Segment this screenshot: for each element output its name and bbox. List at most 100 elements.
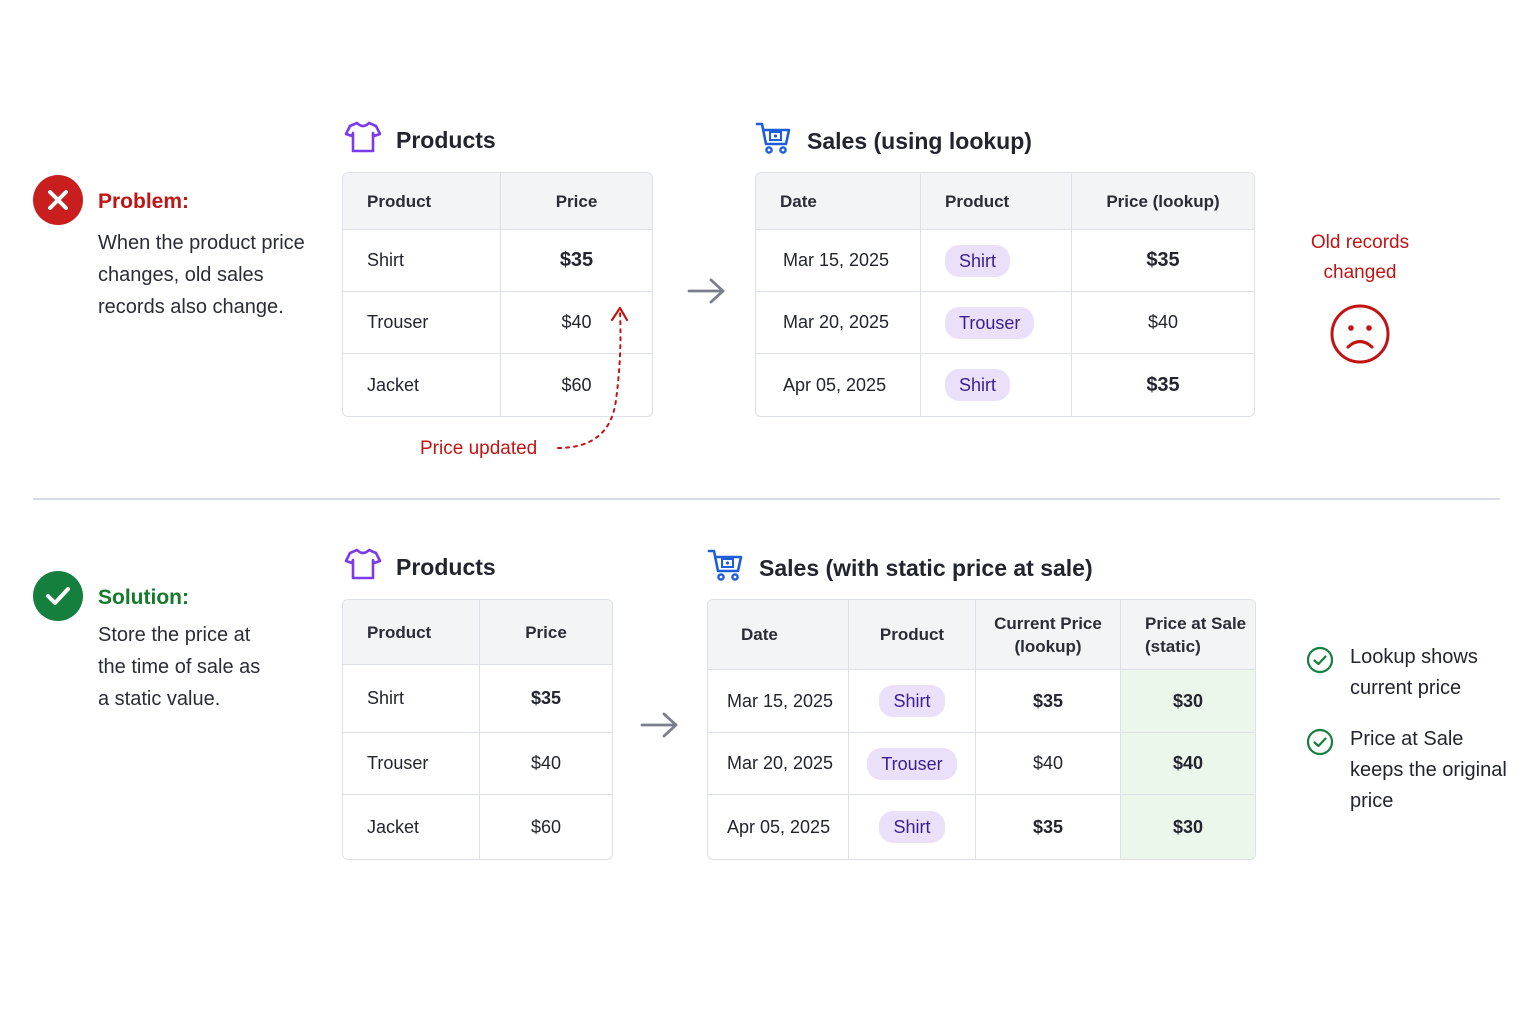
arrow-right-icon bbox=[687, 278, 725, 304]
solution-line: the time of sale as bbox=[98, 656, 261, 678]
price-cell: $60 bbox=[530, 816, 562, 837]
shopping-cart-icon bbox=[707, 547, 745, 589]
note-static: Price at Sale keeps the original price bbox=[1306, 724, 1507, 817]
date-cell: Apr 05, 2025 bbox=[756, 354, 921, 416]
note-line: current price bbox=[1350, 677, 1462, 699]
sales-title: Sales (with static price at sale) bbox=[759, 554, 1093, 581]
current-price-header: Current Price (lookup) bbox=[976, 600, 1121, 670]
products-table-top: Product Price Shirt $35 Trouser $40 Jack… bbox=[342, 172, 653, 417]
price-cell: $35 bbox=[1146, 373, 1180, 396]
product-cell: Shirt bbox=[343, 230, 501, 292]
shopping-cart-icon bbox=[755, 120, 793, 162]
table-row: Shirt $35 bbox=[343, 230, 652, 292]
column-header: Price (lookup) bbox=[1072, 173, 1254, 230]
note-line: price bbox=[1350, 790, 1394, 812]
price-cell: $40 bbox=[1072, 292, 1254, 354]
date-cell: Mar 15, 2025 bbox=[708, 670, 849, 733]
price-cell: $35 bbox=[501, 230, 652, 292]
price-updated-arrow bbox=[557, 306, 629, 449]
price-updated-label: Price updated bbox=[420, 438, 538, 459]
check-outline-icon bbox=[1306, 646, 1334, 674]
problem-description: When the product price changes, old sale… bbox=[98, 227, 305, 323]
old-records-note: Old records changed bbox=[1290, 228, 1430, 288]
header-line: (lookup) bbox=[1014, 636, 1082, 656]
solution-line: Store the price at bbox=[98, 624, 251, 646]
products-title: Products bbox=[396, 553, 496, 580]
products-table-bottom: Product Price Shirt $35 Trouser $40 Jack… bbox=[342, 599, 613, 860]
header-line: Price at Sale bbox=[1145, 613, 1247, 633]
products-title: Products bbox=[396, 126, 496, 153]
problem-line: changes, old sales bbox=[98, 264, 264, 286]
problem-line: records also change. bbox=[98, 296, 284, 318]
note-lookup: Lookup shows current price bbox=[1306, 642, 1478, 704]
current-price-cell: $35 bbox=[976, 670, 1121, 733]
products-heading-bottom: Products bbox=[344, 547, 496, 587]
date-cell: Apr 05, 2025 bbox=[708, 795, 849, 859]
sad-face-icon bbox=[1330, 304, 1390, 364]
product-cell: Trouser bbox=[343, 733, 480, 795]
price-cell: $35 bbox=[480, 665, 612, 733]
table-row: Jacket $60 bbox=[343, 354, 652, 416]
table-row: Mar 15, 2025 Shirt $35 bbox=[756, 230, 1254, 292]
header-line: Current Price bbox=[994, 613, 1102, 633]
date-cell: Mar 20, 2025 bbox=[756, 292, 921, 354]
note-line: Lookup shows bbox=[1350, 646, 1478, 668]
date-cell: Mar 20, 2025 bbox=[708, 733, 849, 795]
product-pill: Shirt bbox=[879, 811, 945, 843]
x-circle-icon bbox=[33, 175, 83, 225]
table-row: Mar 20, 2025 Trouser $40 $40 bbox=[708, 733, 1255, 795]
static-price-cell: $30 bbox=[1121, 670, 1255, 733]
product-cell: Jacket bbox=[343, 795, 480, 859]
sales-table-top: Date Product Price (lookup) Mar 15, 2025… bbox=[755, 172, 1255, 417]
note-line: Price at Sale bbox=[1350, 728, 1464, 750]
note-line: keeps the original bbox=[1350, 759, 1507, 781]
column-header: Product bbox=[343, 173, 501, 230]
price-cell: $40 bbox=[501, 292, 652, 354]
current-price-cell: $40 bbox=[976, 733, 1121, 795]
table-row: Trouser $40 bbox=[343, 733, 612, 795]
product-cell: Trouser bbox=[343, 292, 501, 354]
product-pill: Shirt bbox=[879, 685, 945, 717]
problem-title: Problem: bbox=[98, 190, 190, 213]
problem-line: When the product price bbox=[98, 232, 305, 254]
shirt-icon bbox=[344, 120, 382, 160]
sales-heading-bottom: Sales (with static price at sale) bbox=[707, 547, 1093, 589]
table-row: Apr 05, 2025 Shirt $35 $30 bbox=[708, 795, 1255, 859]
shirt-icon bbox=[344, 547, 382, 587]
products-heading-top: Products bbox=[344, 120, 496, 160]
check-outline-icon bbox=[1306, 728, 1334, 756]
product-pill: Shirt bbox=[945, 369, 1011, 401]
product-pill: Shirt bbox=[945, 244, 1011, 277]
table-row: Mar 20, 2025 Trouser $40 bbox=[756, 292, 1254, 354]
table-row: Shirt $35 bbox=[343, 665, 612, 733]
column-header: Product bbox=[343, 600, 480, 665]
product-pill: Trouser bbox=[945, 306, 1035, 339]
header-line: (static) bbox=[1145, 636, 1201, 656]
sales-heading-top: Sales (using lookup) bbox=[755, 120, 1032, 162]
column-header: Product bbox=[921, 173, 1072, 230]
price-cell: $60 bbox=[561, 374, 592, 395]
static-price-cell: $40 bbox=[1121, 733, 1255, 795]
price-at-sale-header: Price at Sale (static) bbox=[1121, 600, 1255, 670]
solution-line: a static value. bbox=[98, 688, 221, 710]
note-line: Old records bbox=[1310, 232, 1410, 253]
solution-description: Store the price at the time of sale as a… bbox=[98, 619, 260, 715]
column-header: Price bbox=[480, 600, 612, 665]
column-header: Date bbox=[756, 173, 921, 230]
table-row: Trouser $40 bbox=[343, 292, 652, 354]
note-line: changed bbox=[1323, 262, 1397, 283]
column-header: Product bbox=[849, 600, 976, 670]
table-row: Mar 15, 2025 Shirt $35 $30 bbox=[708, 670, 1255, 733]
column-header: Price bbox=[501, 173, 652, 230]
current-price-cell: $35 bbox=[976, 795, 1121, 859]
solution-title: Solution: bbox=[98, 586, 189, 609]
arrow-right-icon bbox=[640, 712, 678, 738]
product-cell: Shirt bbox=[343, 665, 480, 733]
column-header: Date bbox=[708, 600, 849, 670]
table-row: Apr 05, 2025 Shirt $35 bbox=[756, 354, 1254, 416]
date-cell: Mar 15, 2025 bbox=[756, 230, 921, 292]
price-cell: $40 bbox=[480, 733, 612, 795]
section-divider bbox=[33, 498, 1500, 500]
sales-table-bottom: Date Product Current Price (lookup) Pric… bbox=[707, 599, 1256, 860]
check-circle-icon bbox=[33, 571, 83, 621]
